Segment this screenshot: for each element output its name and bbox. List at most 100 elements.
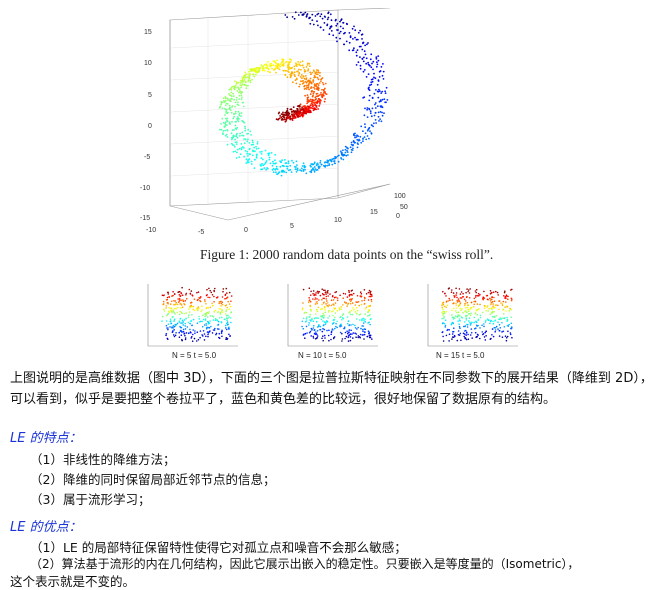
scatter-point bbox=[367, 73, 370, 75]
panel-point bbox=[363, 333, 366, 336]
scatter-point bbox=[226, 103, 229, 105]
panel-point bbox=[309, 294, 312, 296]
scatter-point bbox=[360, 125, 363, 128]
panel-point bbox=[324, 289, 326, 292]
scatter-point bbox=[377, 111, 380, 114]
scatter-point bbox=[294, 110, 296, 113]
scatter-point bbox=[304, 166, 307, 168]
scatter-point bbox=[263, 167, 266, 170]
scatter-point bbox=[248, 73, 251, 76]
scatter-point bbox=[235, 81, 238, 84]
z-tick-label: -15 bbox=[140, 215, 150, 222]
scatter-point bbox=[374, 107, 377, 109]
panel-point bbox=[465, 291, 467, 294]
panel-point bbox=[225, 327, 227, 329]
panel-point bbox=[319, 294, 322, 297]
scatter-point bbox=[300, 68, 302, 71]
scatter-point bbox=[290, 171, 293, 174]
x-tick-label: 15 bbox=[370, 209, 378, 216]
panel-point bbox=[474, 312, 477, 314]
scatter-point bbox=[235, 157, 238, 159]
panel-point bbox=[186, 298, 188, 300]
scatter-point bbox=[239, 90, 242, 93]
panel-point bbox=[349, 339, 352, 342]
scatter-point bbox=[279, 65, 281, 68]
scatter-point bbox=[339, 30, 342, 33]
scatter-point bbox=[269, 162, 272, 165]
scatter-point bbox=[286, 115, 289, 118]
panel-point bbox=[312, 320, 315, 322]
panel-point bbox=[212, 304, 214, 307]
scatter-point bbox=[352, 38, 354, 40]
scatter-point bbox=[294, 75, 296, 78]
panel-point bbox=[302, 317, 305, 320]
panel-point bbox=[192, 305, 195, 308]
scatter-point bbox=[275, 63, 278, 65]
panel-point bbox=[492, 322, 495, 325]
scatter-point bbox=[317, 71, 320, 74]
panel-point bbox=[456, 296, 458, 299]
panel-point bbox=[199, 330, 202, 332]
panel-point bbox=[342, 292, 345, 295]
panel-point bbox=[360, 303, 363, 306]
panel-point bbox=[475, 288, 478, 291]
panel-point bbox=[462, 292, 464, 295]
scatter-point bbox=[281, 60, 284, 63]
scatter-point bbox=[330, 30, 333, 32]
panel-point bbox=[354, 327, 357, 329]
panel-point bbox=[178, 331, 180, 334]
panel-point bbox=[310, 327, 313, 330]
x-tick-label: -5 bbox=[198, 229, 204, 236]
panel-point bbox=[184, 322, 186, 325]
advantages-heading: LE 的优点： bbox=[10, 520, 82, 535]
scatter-point bbox=[230, 111, 233, 114]
panel-point bbox=[302, 302, 304, 304]
panel-point bbox=[466, 326, 469, 328]
scatter-point bbox=[310, 82, 313, 85]
scatter-point bbox=[375, 56, 378, 58]
scatter-point bbox=[230, 86, 233, 89]
scatter-point bbox=[324, 98, 326, 100]
scatter-point bbox=[375, 89, 377, 91]
scatter-point bbox=[352, 49, 355, 51]
scatter-point bbox=[230, 88, 233, 91]
panel-point bbox=[335, 322, 337, 325]
scatter-point bbox=[299, 76, 302, 78]
scatter-point bbox=[382, 78, 385, 80]
scatter-point bbox=[298, 112, 301, 115]
panel-point bbox=[178, 294, 181, 296]
scatter-point bbox=[359, 29, 361, 32]
scatter-point bbox=[318, 105, 321, 107]
panel-point bbox=[334, 327, 336, 330]
panel-point bbox=[459, 332, 462, 335]
scatter-point bbox=[276, 64, 279, 67]
panel-point bbox=[506, 305, 509, 308]
panel-point bbox=[511, 298, 513, 300]
scatter-point bbox=[364, 53, 367, 56]
z-tick-label: 15 bbox=[144, 29, 152, 36]
list-item: 这个表示就是不变的。 bbox=[10, 574, 136, 589]
z-tick-label: 5 bbox=[148, 92, 152, 99]
scatter-point bbox=[380, 66, 383, 68]
scatter-point bbox=[240, 147, 243, 149]
panel-point bbox=[510, 316, 512, 318]
scatter-point bbox=[320, 80, 322, 83]
panel-point bbox=[354, 311, 357, 313]
panel-point bbox=[465, 307, 467, 309]
panel-point bbox=[442, 314, 444, 316]
panel-point bbox=[226, 321, 229, 323]
panel-point bbox=[194, 330, 196, 332]
scatter-point bbox=[363, 114, 366, 117]
scatter-point bbox=[311, 19, 314, 21]
panel-point bbox=[479, 327, 481, 329]
scatter-point bbox=[303, 105, 306, 107]
panel-point bbox=[168, 307, 170, 309]
scatter-point bbox=[255, 71, 258, 73]
scatter-point bbox=[232, 117, 235, 120]
panel-point bbox=[312, 337, 315, 339]
panel-point bbox=[483, 290, 485, 293]
scatter-point bbox=[218, 128, 221, 131]
panel-point bbox=[347, 302, 350, 305]
scatter-point bbox=[328, 164, 330, 167]
panel-point bbox=[224, 294, 227, 296]
